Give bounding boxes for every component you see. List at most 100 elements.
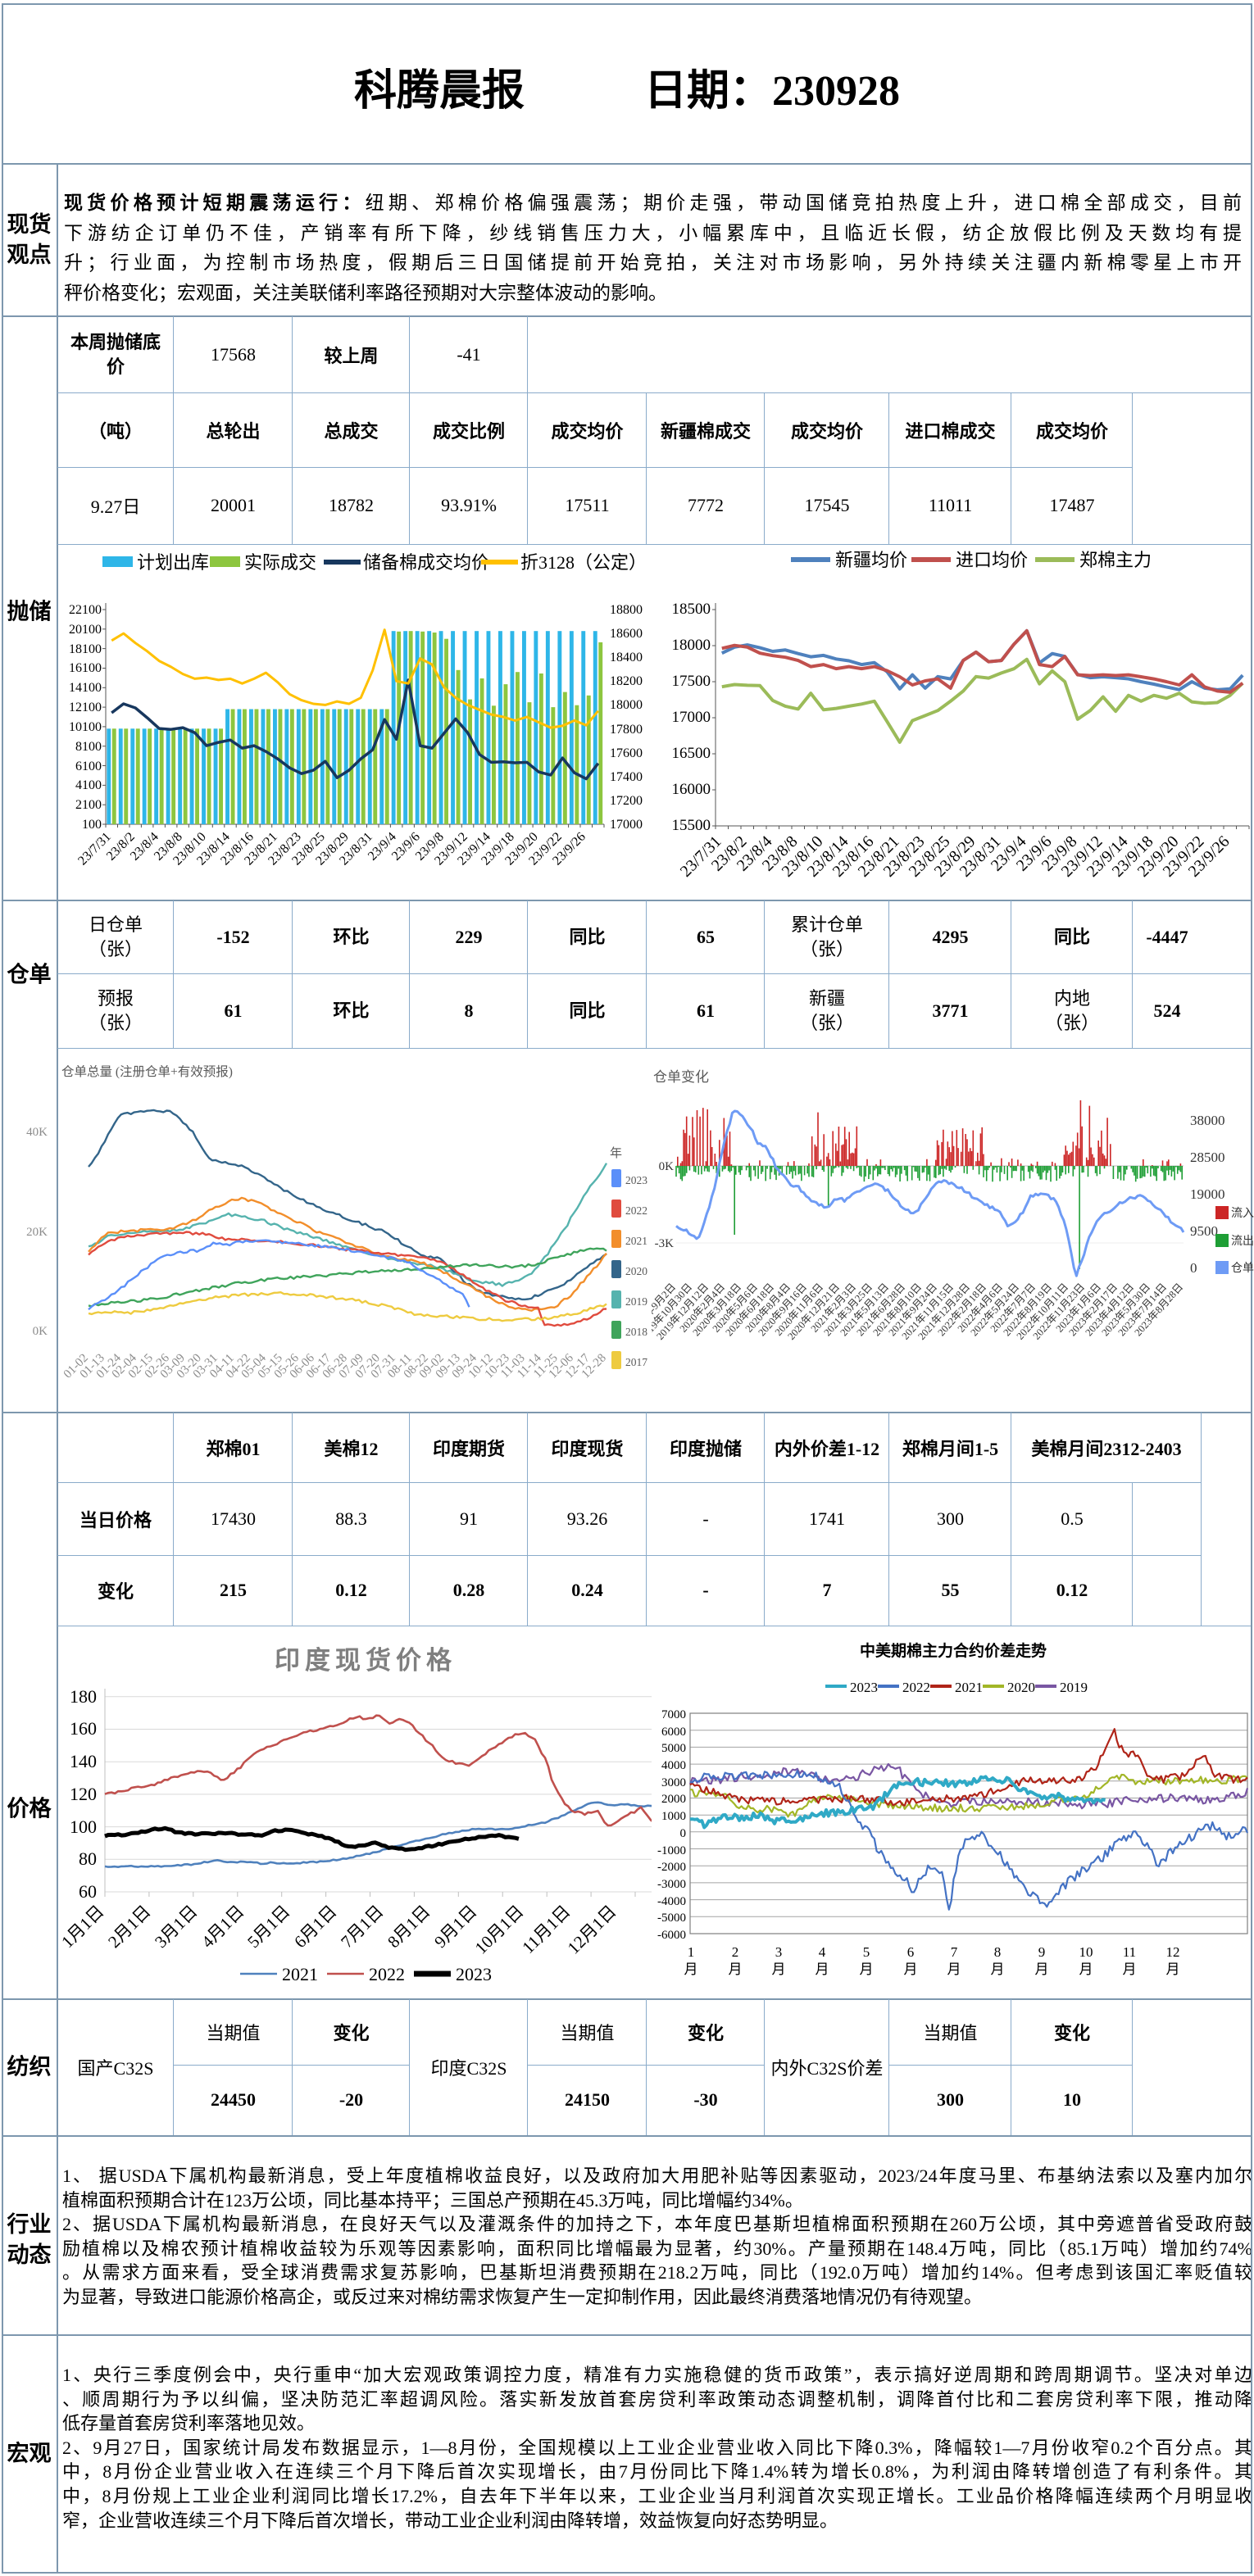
svg-text:6月1日: 6月1日 xyxy=(290,1902,341,1952)
svg-text:-1000: -1000 xyxy=(657,1844,686,1857)
svg-text:6100: 6100 xyxy=(75,760,102,773)
svg-text:18600: 18600 xyxy=(610,627,643,641)
svg-text:2019: 2019 xyxy=(625,1295,647,1308)
svg-text:17800: 17800 xyxy=(610,723,643,737)
svg-text:折3128（公定）: 折3128（公定） xyxy=(520,552,647,573)
svg-text:18800: 18800 xyxy=(610,603,643,617)
svg-text:实际成交: 实际成交 xyxy=(244,552,316,573)
svg-text:2020: 2020 xyxy=(625,1265,647,1277)
svg-text:5: 5 xyxy=(863,1944,870,1960)
svg-text:月: 月 xyxy=(860,1961,874,1977)
svg-text:10月1日: 10月1日 xyxy=(471,1902,528,1958)
svg-text:月: 月 xyxy=(904,1961,918,1977)
svg-text:-3K: -3K xyxy=(655,1237,674,1250)
svg-text:16000: 16000 xyxy=(672,781,711,798)
svg-text:17000: 17000 xyxy=(672,709,711,726)
svg-text:12月1日: 12月1日 xyxy=(564,1902,620,1958)
svg-text:19000: 19000 xyxy=(1190,1186,1225,1202)
svg-text:6000: 6000 xyxy=(661,1726,686,1739)
svg-text:18500: 18500 xyxy=(672,601,711,618)
svg-text:储备棉成交均价: 储备棉成交均价 xyxy=(363,552,489,573)
svg-text:7月1日: 7月1日 xyxy=(337,1902,388,1952)
svg-text:3000: 3000 xyxy=(661,1776,686,1789)
svg-text:18200: 18200 xyxy=(610,674,643,688)
svg-text:2019: 2019 xyxy=(1060,1680,1088,1695)
svg-text:17500: 17500 xyxy=(672,673,711,690)
svg-text:月: 月 xyxy=(947,1961,961,1977)
svg-text:8: 8 xyxy=(994,1944,1002,1960)
svg-text:计划出库: 计划出库 xyxy=(137,552,209,573)
svg-text:12100: 12100 xyxy=(69,701,102,714)
svg-text:6: 6 xyxy=(907,1944,915,1960)
svg-text:100: 100 xyxy=(70,1816,97,1837)
svg-text:10100: 10100 xyxy=(69,720,102,734)
svg-text:月: 月 xyxy=(1079,1961,1093,1977)
svg-text:120: 120 xyxy=(70,1784,97,1804)
svg-text:-4000: -4000 xyxy=(657,1895,686,1908)
svg-text:9: 9 xyxy=(1038,1944,1046,1960)
svg-text:-3000: -3000 xyxy=(657,1878,686,1891)
svg-text:2000: 2000 xyxy=(661,1793,686,1806)
svg-text:月: 月 xyxy=(772,1961,786,1977)
svg-text:2: 2 xyxy=(732,1944,739,1960)
svg-text:0K: 0K xyxy=(33,1325,48,1338)
svg-text:17400: 17400 xyxy=(610,770,643,784)
svg-text:-2000: -2000 xyxy=(657,1861,686,1874)
svg-text:2100: 2100 xyxy=(75,798,102,812)
svg-text:流出: 流出 xyxy=(1231,1235,1254,1248)
svg-text:4月1日: 4月1日 xyxy=(198,1902,248,1952)
svg-text:-5000: -5000 xyxy=(657,1912,686,1925)
svg-text:11: 11 xyxy=(1123,1944,1136,1960)
svg-text:流入: 流入 xyxy=(1231,1207,1254,1220)
svg-text:月: 月 xyxy=(1123,1961,1137,1977)
svg-text:2022: 2022 xyxy=(902,1680,930,1695)
svg-text:2022: 2022 xyxy=(369,1964,405,1984)
svg-text:18100: 18100 xyxy=(69,642,102,656)
svg-text:5000: 5000 xyxy=(661,1742,686,1755)
svg-text:2月1日: 2月1日 xyxy=(104,1902,155,1952)
svg-text:14100: 14100 xyxy=(69,681,102,695)
svg-text:2023: 2023 xyxy=(456,1964,492,1984)
svg-text:16500: 16500 xyxy=(672,745,711,762)
svg-text:10: 10 xyxy=(1079,1944,1093,1960)
svg-text:2017: 2017 xyxy=(625,1356,647,1368)
svg-text:17200: 17200 xyxy=(610,794,643,808)
svg-text:月: 月 xyxy=(1166,1961,1180,1977)
svg-text:100: 100 xyxy=(82,818,102,832)
svg-text:15500: 15500 xyxy=(672,817,711,834)
svg-text:9500: 9500 xyxy=(1190,1223,1218,1239)
svg-text:1: 1 xyxy=(688,1944,695,1960)
svg-text:年: 年 xyxy=(610,1146,622,1160)
svg-text:2020: 2020 xyxy=(1007,1680,1035,1695)
svg-text:0: 0 xyxy=(1190,1260,1197,1276)
svg-text:印度现货价格: 印度现货价格 xyxy=(275,1646,457,1675)
svg-text:0K: 0K xyxy=(659,1160,675,1173)
svg-text:7: 7 xyxy=(951,1944,958,1960)
svg-text:80: 80 xyxy=(79,1848,97,1869)
svg-text:-6000: -6000 xyxy=(657,1929,686,1942)
svg-text:2023: 2023 xyxy=(625,1174,647,1186)
svg-text:20K: 20K xyxy=(26,1226,48,1239)
svg-text:18000: 18000 xyxy=(610,698,643,712)
svg-text:8100: 8100 xyxy=(75,740,102,754)
svg-text:7000: 7000 xyxy=(661,1708,686,1721)
svg-text:4000: 4000 xyxy=(661,1759,686,1772)
svg-text:11月1日: 11月1日 xyxy=(518,1902,574,1957)
svg-text:2021: 2021 xyxy=(282,1964,318,1984)
svg-text:2018: 2018 xyxy=(625,1326,647,1338)
svg-text:12: 12 xyxy=(1166,1944,1180,1960)
svg-text:5月1日: 5月1日 xyxy=(243,1902,294,1952)
svg-text:160: 160 xyxy=(70,1718,97,1739)
svg-text:4: 4 xyxy=(819,1944,826,1960)
svg-text:郑棉主力: 郑棉主力 xyxy=(1079,550,1152,570)
svg-text:22100: 22100 xyxy=(69,603,102,617)
svg-text:180: 180 xyxy=(70,1686,97,1707)
svg-text:2023: 2023 xyxy=(850,1680,878,1695)
svg-text:0: 0 xyxy=(680,1827,687,1840)
svg-text:月: 月 xyxy=(991,1961,1005,1977)
svg-text:2022: 2022 xyxy=(625,1204,647,1217)
svg-text:进口均价: 进口均价 xyxy=(956,550,1028,570)
svg-text:3月1日: 3月1日 xyxy=(151,1902,202,1952)
svg-text:60: 60 xyxy=(79,1881,97,1902)
svg-text:17600: 17600 xyxy=(610,746,643,760)
